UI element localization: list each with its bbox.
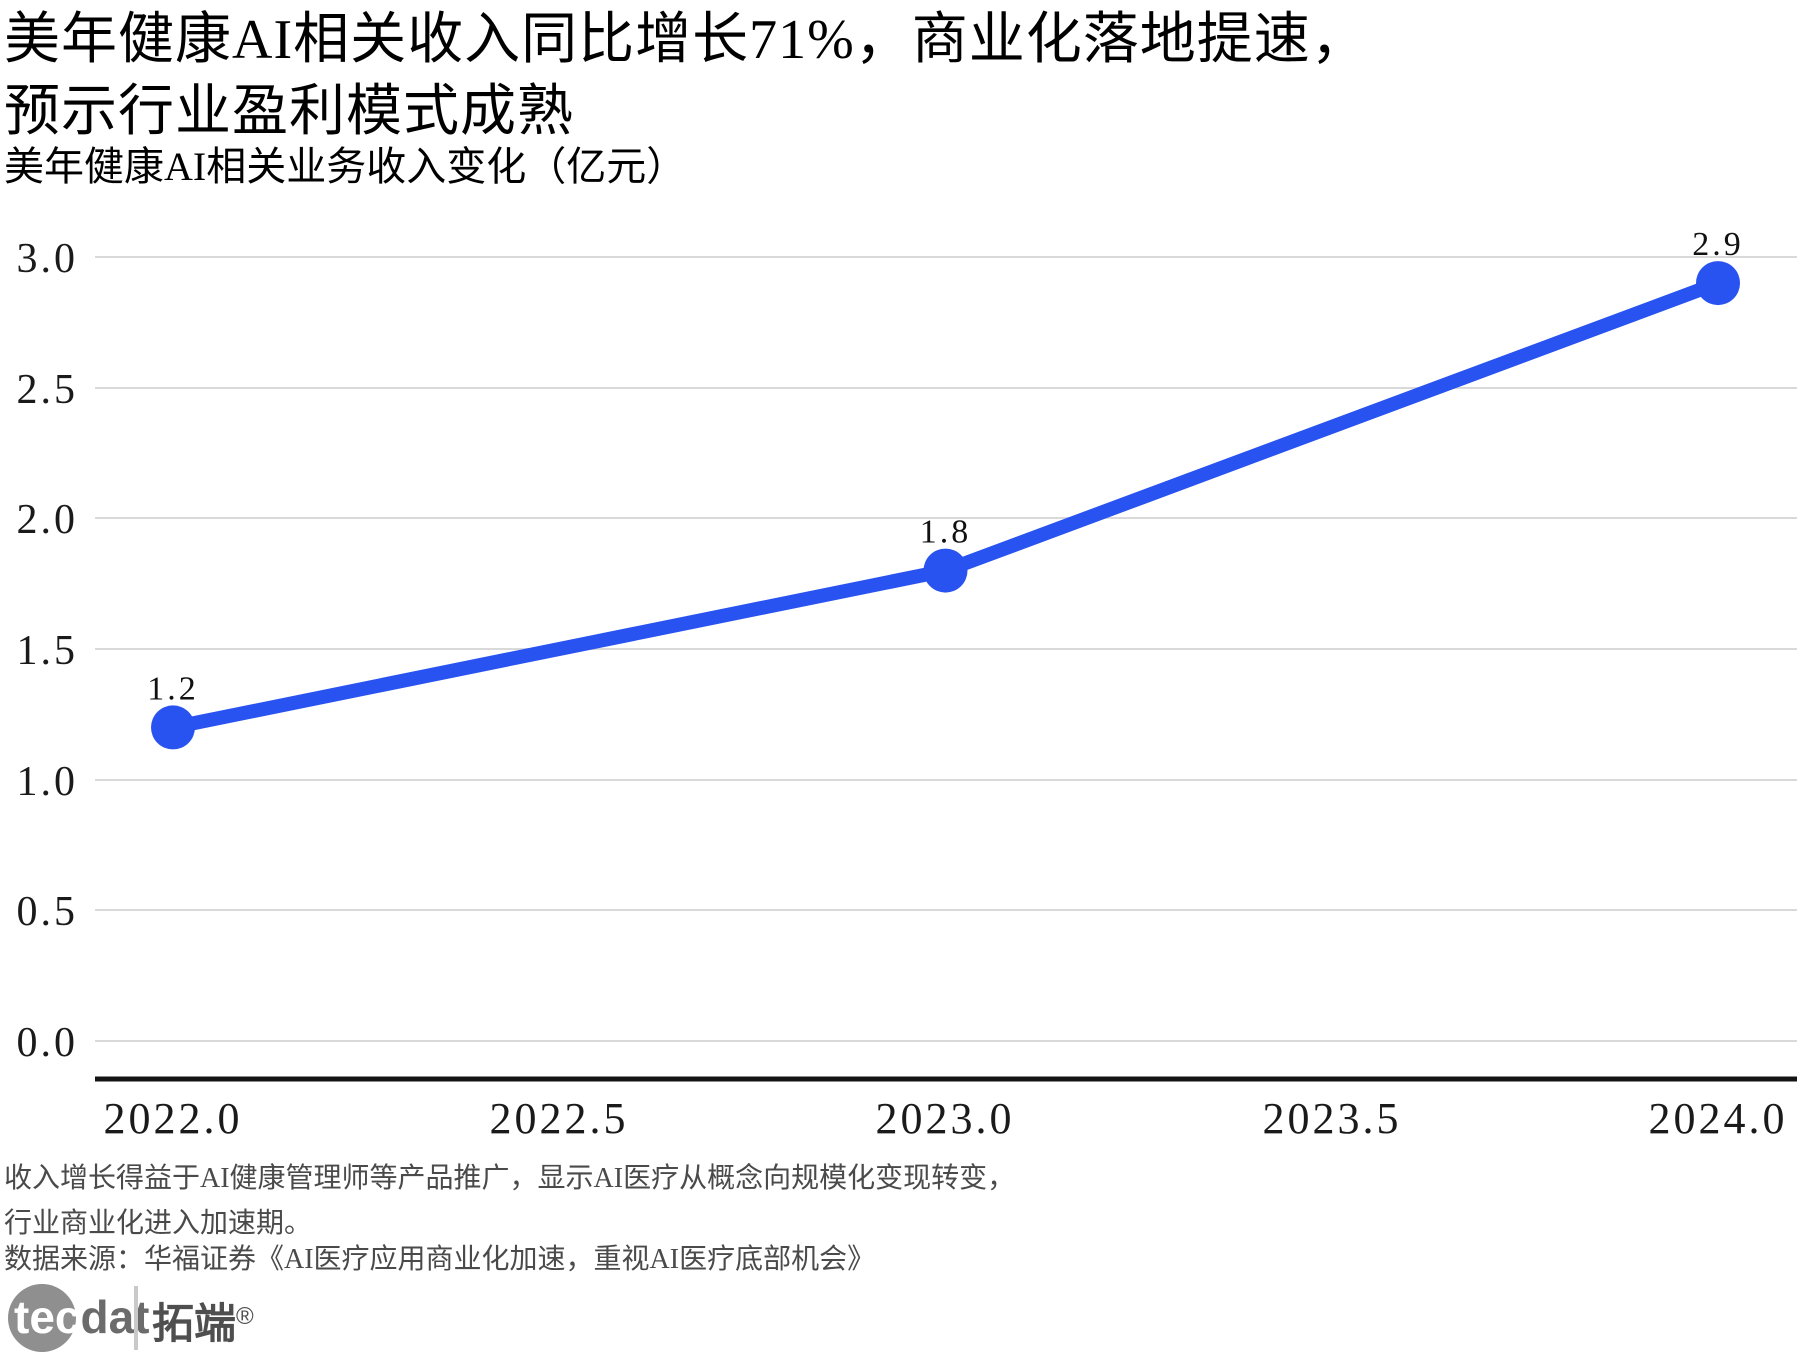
analysis-note: 收入增长得益于AI健康管理师等产品推广，显示AI医疗从概念向规模化变现转变， 行… xyxy=(4,1163,1016,1239)
logo-brand-cjk: 拓端 xyxy=(152,1300,237,1347)
chart-subtitle: 美年健康AI相关业务收入变化（亿元） xyxy=(4,144,687,189)
x-tick-label: 2023.5 xyxy=(1263,1094,1402,1143)
data-points xyxy=(151,261,1740,750)
logo-tec-text: tec xyxy=(14,1291,81,1343)
y-tick-label: 2.5 xyxy=(17,367,79,413)
tecdat-logo: tecdat 拓端® xyxy=(6,1282,326,1358)
y-axis-ticks: 0.0 0.5 1.0 1.5 2.0 2.5 3.0 xyxy=(17,236,79,1066)
data-source: 数据来源：华福证券《AI医疗应用商业化加速，重视AI医疗底部机会》 xyxy=(4,1244,876,1275)
registered-mark: ® xyxy=(236,1303,254,1330)
x-tick-label: 2022.0 xyxy=(104,1094,243,1143)
data-point-2022 xyxy=(151,705,195,750)
logo-dat-text: dat xyxy=(80,1291,150,1343)
data-label-2022: 1.2 xyxy=(147,670,199,707)
y-tick-label: 3.0 xyxy=(17,236,79,282)
y-tick-label: 0.0 xyxy=(17,1020,79,1066)
data-labels: 1.2 1.8 2.9 xyxy=(147,226,1744,707)
y-tick-label: 2.0 xyxy=(17,497,79,543)
y-tick-label: 0.5 xyxy=(17,889,79,935)
y-tick-label: 1.5 xyxy=(17,628,79,674)
logo-separator xyxy=(134,1286,138,1350)
y-tick-label: 1.0 xyxy=(17,759,79,805)
logo-cjk-text: 拓端® xyxy=(152,1296,254,1345)
data-point-2023 xyxy=(923,548,968,593)
data-label-2024: 2.9 xyxy=(1692,226,1744,263)
logo-circle-icon xyxy=(8,1284,76,1352)
x-axis-ticks: 2022.0 2022.5 2023.0 2023.5 2024.0 xyxy=(104,1094,1788,1143)
page-title: 美年健康AI相关收入同比增长71%，商业化落地提速， 预示行业盈利模式成熟 xyxy=(4,9,1368,143)
x-tick-label: 2024.0 xyxy=(1649,1094,1788,1143)
data-point-2024 xyxy=(1696,261,1740,306)
logo-latin-text: tecdat xyxy=(14,1294,149,1340)
data-label-2023: 1.8 xyxy=(920,514,972,551)
gridlines xyxy=(95,256,1797,1042)
revenue-line-series xyxy=(166,276,1725,735)
x-tick-label: 2022.5 xyxy=(490,1094,629,1143)
x-tick-label: 2023.0 xyxy=(876,1094,1015,1143)
